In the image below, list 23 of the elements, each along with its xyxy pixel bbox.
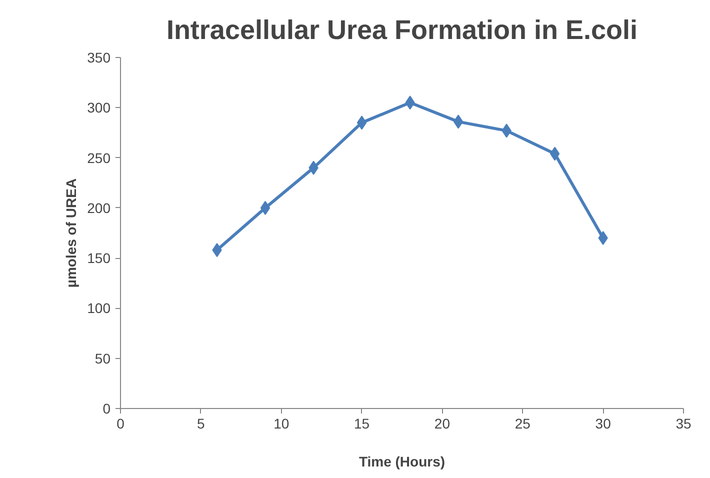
- y-tick-label: 250: [87, 150, 111, 166]
- y-axis-title: µmoles of UREA: [63, 178, 80, 288]
- point: [356, 116, 367, 130]
- x-tick-label: 15: [354, 416, 370, 432]
- point: [260, 200, 270, 215]
- x-tick-label: 35: [676, 416, 692, 432]
- x-tick-label: 25: [514, 416, 531, 432]
- x-tick-label: 5: [197, 416, 206, 432]
- x-tick-label: 10: [274, 416, 290, 432]
- x-tick-label: 30: [595, 416, 612, 432]
- y-tick-label: 50: [94, 350, 111, 366]
- point: [550, 146, 560, 161]
- y-tick-label: 100: [87, 300, 111, 316]
- x-tick-label: 20: [434, 416, 450, 432]
- y-tick-label: 200: [87, 200, 111, 216]
- chart-title: Intracellular Urea Formation in E.coli: [166, 15, 638, 45]
- y-tick-label: 300: [87, 100, 111, 116]
- y-tick-label: 0: [102, 400, 111, 416]
- x-tick-label: 0: [116, 416, 125, 432]
- y-tick-label: 350: [87, 50, 111, 66]
- point: [453, 114, 464, 129]
- y-tick-label: 150: [87, 250, 111, 266]
- x-axis-title: Time (Hours): [358, 454, 446, 470]
